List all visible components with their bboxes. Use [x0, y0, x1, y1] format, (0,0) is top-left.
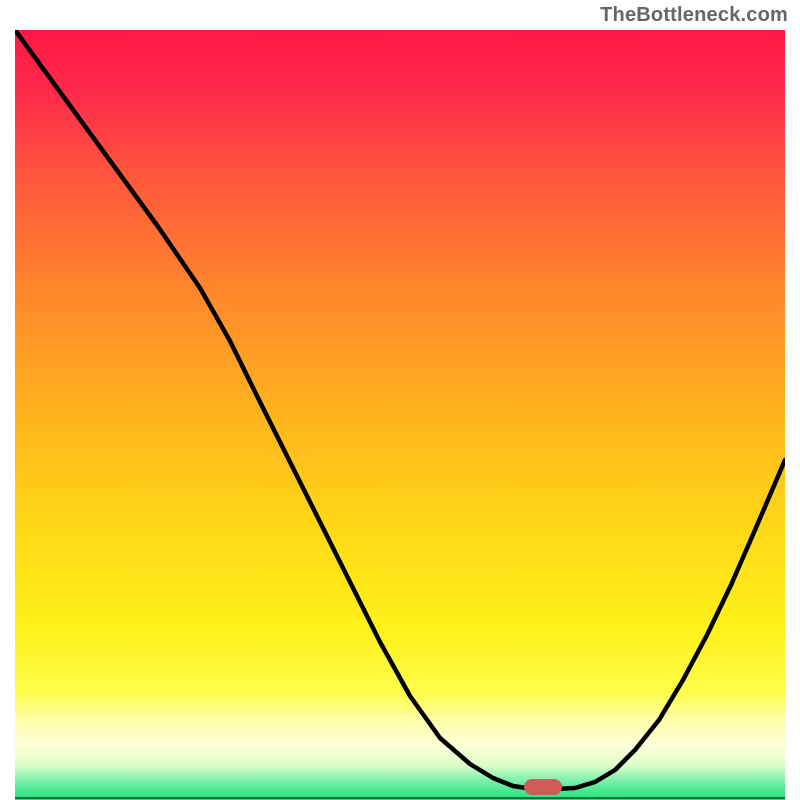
bottleneck-curve — [15, 30, 785, 800]
plot-area — [15, 30, 785, 800]
watermark-text: TheBottleneck.com — [600, 4, 788, 27]
optimum-marker — [524, 779, 562, 795]
chart-container: TheBottleneck.com — [0, 0, 800, 800]
